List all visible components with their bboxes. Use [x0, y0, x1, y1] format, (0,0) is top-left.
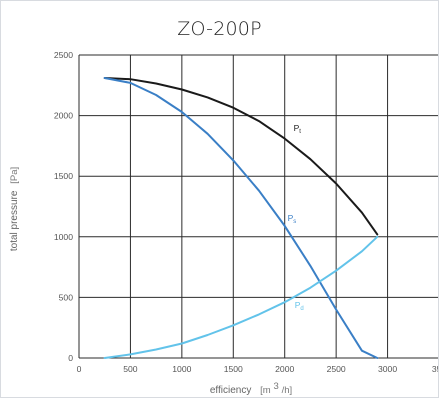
x-tick-label: 500 — [123, 364, 138, 374]
x-axis-unit-sup: 3 — [274, 381, 279, 392]
x-axis-unit-base: [m — [260, 385, 271, 396]
curve-t — [103, 77, 379, 236]
x-axis-title: efficiency [m 3 /h] — [210, 381, 292, 396]
tick-labels: 0500100015002000250030003500500100015002… — [54, 50, 438, 374]
y-tick-label: 500 — [59, 292, 74, 302]
x-tick-label: 2000 — [275, 364, 294, 374]
curve-s — [103, 77, 379, 359]
x-axis-label: efficiency — [210, 385, 252, 396]
curve-labels: Pt Ps Pd — [288, 123, 304, 312]
y-axis-label: total pressure — [9, 190, 20, 251]
y-axis-title: total pressure [Pa] — [9, 167, 20, 251]
y-tick-label: 1000 — [54, 232, 73, 242]
x-tick-label: 0 — [77, 364, 82, 374]
x-tick-label: 2500 — [327, 364, 346, 374]
curve-label-t: Pt — [294, 123, 302, 135]
x-tick-label: 350 — [432, 364, 438, 374]
y-tick-label: 2500 — [54, 50, 73, 60]
curve-label-s: Ps — [288, 213, 297, 225]
x-tick-label: 3000 — [378, 364, 397, 374]
chart-title: ZO-200P — [177, 18, 262, 40]
x-tick-label: 1500 — [224, 364, 243, 374]
curve-label-d: Pd — [295, 300, 304, 312]
y-axis-unit: [Pa] — [9, 167, 20, 184]
y-tick-label: 1500 — [54, 171, 73, 181]
y-tick-label: 0 — [68, 353, 73, 363]
y-tick-label: 2000 — [54, 111, 73, 121]
curve-d — [103, 235, 379, 359]
x-tick-label: 1000 — [172, 364, 191, 374]
curves — [103, 77, 379, 359]
x-axis-unit-tail: /h] — [282, 385, 293, 396]
grid-lines — [78, 54, 438, 359]
